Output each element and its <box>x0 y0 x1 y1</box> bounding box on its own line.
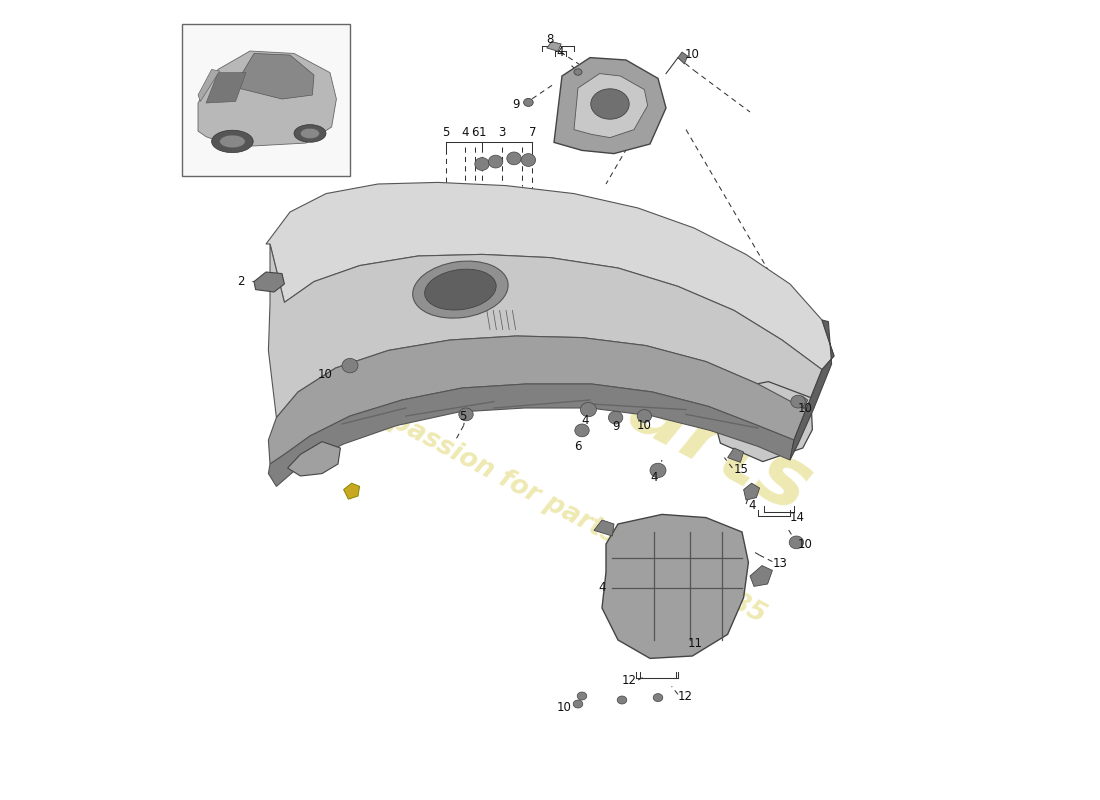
Ellipse shape <box>475 158 490 170</box>
Polygon shape <box>554 58 666 154</box>
Ellipse shape <box>220 135 245 148</box>
Ellipse shape <box>591 89 629 119</box>
Ellipse shape <box>524 98 534 106</box>
Text: 4: 4 <box>598 581 606 594</box>
Polygon shape <box>678 52 688 64</box>
Text: 3: 3 <box>498 126 506 139</box>
Ellipse shape <box>650 463 666 478</box>
Polygon shape <box>574 74 648 138</box>
Text: 6: 6 <box>471 126 478 139</box>
Text: 6: 6 <box>574 440 582 453</box>
Text: 4: 4 <box>581 414 589 427</box>
Ellipse shape <box>211 130 253 153</box>
Ellipse shape <box>791 395 805 408</box>
Polygon shape <box>198 70 220 102</box>
Text: 7: 7 <box>529 126 536 139</box>
Polygon shape <box>268 384 794 486</box>
Text: 12: 12 <box>621 674 637 686</box>
Ellipse shape <box>342 358 358 373</box>
Polygon shape <box>594 520 614 536</box>
Text: 12: 12 <box>678 690 693 702</box>
Text: 10: 10 <box>318 368 332 381</box>
Polygon shape <box>713 382 813 462</box>
Ellipse shape <box>488 155 503 168</box>
Text: 1: 1 <box>478 126 486 139</box>
Polygon shape <box>268 244 822 418</box>
Polygon shape <box>198 51 337 147</box>
Text: 4: 4 <box>557 46 564 59</box>
Text: 10: 10 <box>684 48 700 61</box>
Ellipse shape <box>653 694 663 702</box>
Ellipse shape <box>617 696 627 704</box>
Ellipse shape <box>300 128 320 138</box>
Ellipse shape <box>573 700 583 708</box>
Ellipse shape <box>575 424 590 437</box>
Text: 5: 5 <box>459 410 466 422</box>
Polygon shape <box>234 54 313 99</box>
Ellipse shape <box>459 408 473 421</box>
Text: 10: 10 <box>798 402 813 414</box>
Text: 15: 15 <box>734 463 749 476</box>
Ellipse shape <box>637 410 651 422</box>
Text: 4: 4 <box>650 471 658 484</box>
Text: 13: 13 <box>772 557 788 570</box>
Polygon shape <box>790 320 834 460</box>
Ellipse shape <box>425 269 496 310</box>
Ellipse shape <box>789 536 804 549</box>
Ellipse shape <box>581 402 596 417</box>
Text: 10: 10 <box>557 701 572 714</box>
Text: 14: 14 <box>790 511 805 524</box>
Polygon shape <box>266 182 834 370</box>
Ellipse shape <box>294 125 326 142</box>
FancyBboxPatch shape <box>182 24 350 176</box>
Text: 10: 10 <box>637 419 652 432</box>
Polygon shape <box>254 272 285 292</box>
Text: 8: 8 <box>547 34 553 46</box>
Text: 11: 11 <box>688 637 703 650</box>
Polygon shape <box>602 514 748 658</box>
Text: 4: 4 <box>462 126 469 139</box>
Text: euroParts: euroParts <box>370 237 826 531</box>
Ellipse shape <box>507 152 521 165</box>
Polygon shape <box>268 336 806 464</box>
Text: 4: 4 <box>748 499 756 512</box>
Polygon shape <box>206 73 246 103</box>
Ellipse shape <box>578 692 586 700</box>
Polygon shape <box>727 448 744 462</box>
Polygon shape <box>750 566 772 586</box>
Text: a passion for parts since 1985: a passion for parts since 1985 <box>362 395 770 629</box>
Ellipse shape <box>574 69 582 75</box>
Polygon shape <box>343 483 360 499</box>
Polygon shape <box>547 42 561 51</box>
Text: 9: 9 <box>513 98 519 110</box>
Polygon shape <box>287 442 340 476</box>
Text: 2: 2 <box>236 275 244 288</box>
Polygon shape <box>796 396 807 408</box>
Text: 9: 9 <box>612 420 619 433</box>
Ellipse shape <box>521 154 536 166</box>
Text: 5: 5 <box>442 126 450 139</box>
Text: 10: 10 <box>798 538 813 550</box>
Polygon shape <box>744 483 760 500</box>
Ellipse shape <box>608 411 623 424</box>
Ellipse shape <box>412 261 508 318</box>
